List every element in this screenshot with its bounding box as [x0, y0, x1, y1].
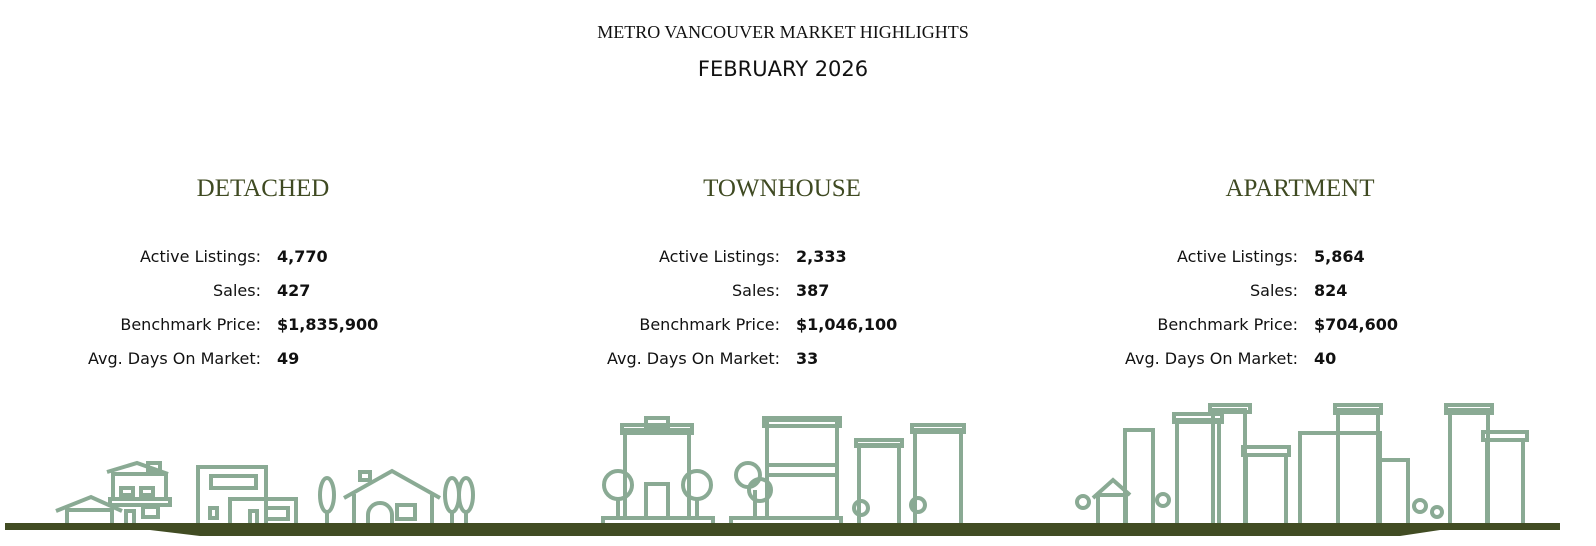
stat-label: Benchmark Price: [1157, 314, 1298, 334]
stat-value: 33 [796, 348, 819, 368]
ground-line [5, 523, 1560, 536]
stat-row: Benchmark Price: $1,835,900 [3, 307, 523, 341]
stat-value: $1,835,900 [277, 314, 379, 334]
stat-label: Avg. Days On Market: [1124, 348, 1298, 368]
section-title: APARTMENT [1225, 175, 1375, 202]
townhouse-section: TOWNHOUSE Active Listings: 2,333 Sales: 38… [522, 175, 1042, 375]
stat-label: Benchmark Price: [639, 314, 780, 334]
stat-label: Active Listings: [1176, 246, 1298, 266]
stat-row: Avg. Days On Market: 40 [1040, 341, 1560, 375]
page-title: METRO VANCOUVER MARKET HIGHLIGHTS [597, 22, 969, 42]
stat-value: 2,333 [796, 246, 847, 266]
stat-value: 824 [1314, 280, 1348, 300]
stat-value: 49 [277, 348, 300, 368]
stat-row: Sales: 427 [3, 273, 523, 307]
stat-row: Avg. Days On Market: 33 [522, 341, 1042, 375]
stat-value: 4,770 [277, 246, 328, 266]
stat-label: Benchmark Price: [120, 314, 261, 334]
stat-label: Avg. Days On Market: [606, 348, 780, 368]
detached-section: DETACHED Active Listings: 4,770 Sales: 427… [3, 175, 523, 375]
stat-value: 427 [277, 280, 311, 300]
section-title: TOWNHOUSE [703, 175, 861, 202]
stat-label: Sales: [213, 280, 261, 300]
stat-label: Active Listings: [139, 246, 261, 266]
stat-row: Sales: 824 [1040, 273, 1560, 307]
stat-row: Avg. Days On Market: 49 [3, 341, 523, 375]
stat-row: Benchmark Price: $704,600 [1040, 307, 1560, 341]
stat-row: Active Listings: 4,770 [3, 239, 523, 273]
stat-row: Benchmark Price: $1,046,100 [522, 307, 1042, 341]
stat-row: Active Listings: 5,864 [1040, 239, 1560, 273]
stat-value: 5,864 [1314, 246, 1365, 266]
stat-value: $704,600 [1314, 314, 1399, 334]
stat-label: Avg. Days On Market: [87, 348, 261, 368]
stat-value: $1,046,100 [796, 314, 898, 334]
apartment-section: APARTMENT Active Listings: 5,864 Sales: 82… [1040, 175, 1560, 375]
stat-label: Active Listings: [658, 246, 780, 266]
stat-row: Active Listings: 2,333 [522, 239, 1042, 273]
cityscape-illustration [5, 403, 1560, 536]
stat-label: Sales: [732, 280, 780, 300]
stat-label: Sales: [1250, 280, 1298, 300]
stat-value: 387 [796, 280, 830, 300]
detached-houses-icon [55, 460, 475, 527]
section-title: DETACHED [196, 175, 330, 202]
page-period: FEBRUARY 2026 [697, 57, 869, 81]
apartment-towers-icon [1075, 403, 1529, 527]
stat-row: Sales: 387 [522, 273, 1042, 307]
stat-value: 40 [1314, 348, 1337, 368]
townhouse-buildings-icon [601, 416, 966, 527]
